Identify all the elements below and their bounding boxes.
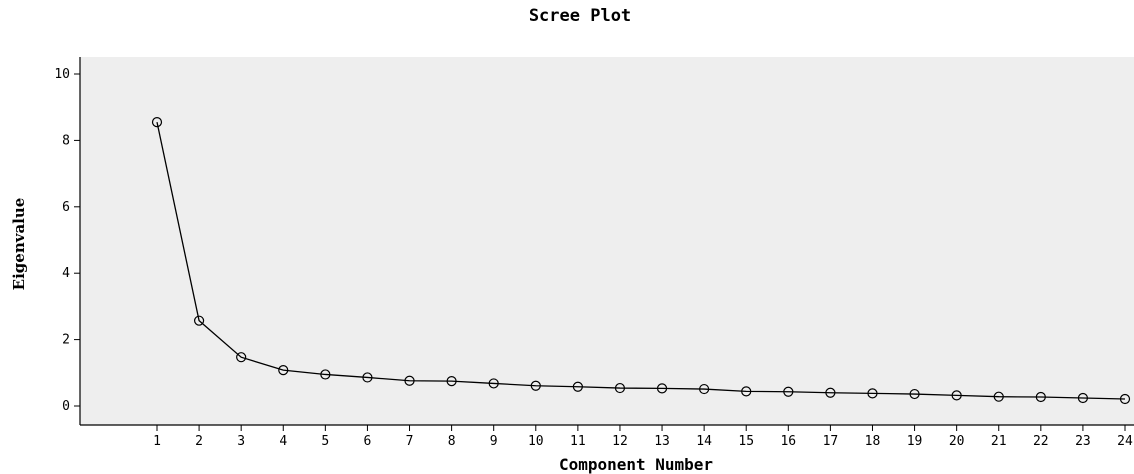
data-point [530,380,541,391]
data-series [151,117,1131,405]
y-tick-label: 2 [62,333,70,348]
x-tick-label: 17 [823,434,839,449]
x-tick-label: 4 [279,434,287,449]
x-tick-label: 14 [696,434,712,449]
data-point [993,391,1004,402]
y-tick-label: 8 [62,133,70,148]
data-point [488,378,499,389]
data-point [362,372,373,383]
data-point [320,369,331,380]
y-tick-label: 6 [62,200,70,215]
x-tick-label: 10 [528,434,544,449]
y-axis-label: Eigenvalue [10,198,28,291]
x-tick-label: 21 [991,434,1007,449]
axes [74,57,1134,431]
x-tick-label: 3 [237,434,245,449]
x-tick-label: 24 [1117,434,1133,449]
x-tick-label: 22 [1033,434,1049,449]
data-point [867,388,878,399]
data-point [1119,393,1131,405]
data-point [151,117,163,128]
data-point [446,376,457,387]
data-point [783,386,794,397]
x-axis-label: Component Number [559,455,713,474]
x-tick-label: 20 [949,434,965,449]
y-tick-label: 10 [54,67,70,82]
x-tick-label: 2 [195,434,203,449]
x-tick-label: 16 [780,434,796,449]
x-tick-label: 7 [406,434,414,449]
y-tick-label: 0 [62,399,70,414]
data-point [1077,392,1089,404]
plot-area [80,57,1134,425]
x-tick-label: 23 [1075,434,1091,449]
data-point [909,388,920,400]
y-tick-label: 4 [62,266,70,281]
x-tick-label: 8 [448,434,456,449]
x-tick-label: 11 [570,434,586,449]
data-point [699,383,710,395]
x-tick-label: 12 [612,434,628,449]
x-tick-label: 5 [321,434,329,449]
x-tick-label: 18 [865,434,881,449]
data-point [825,387,836,398]
data-point [193,315,205,326]
x-tick-label: 19 [907,434,923,449]
data-point [404,375,415,386]
data-point [656,383,668,394]
data-point [572,381,583,392]
x-tick-label: 15 [738,434,754,449]
data-point [236,352,247,363]
data-point [278,365,289,376]
x-tick-label: 13 [654,434,670,449]
series-line [156,122,1126,400]
x-tick-label: 6 [364,434,372,449]
data-point [741,386,752,397]
x-tick-label: 9 [490,434,498,449]
chart-title: Scree Plot [529,6,631,26]
data-point [614,382,626,394]
data-point [951,390,962,401]
data-point [1035,391,1046,403]
x-tick-label: 1 [153,434,161,449]
